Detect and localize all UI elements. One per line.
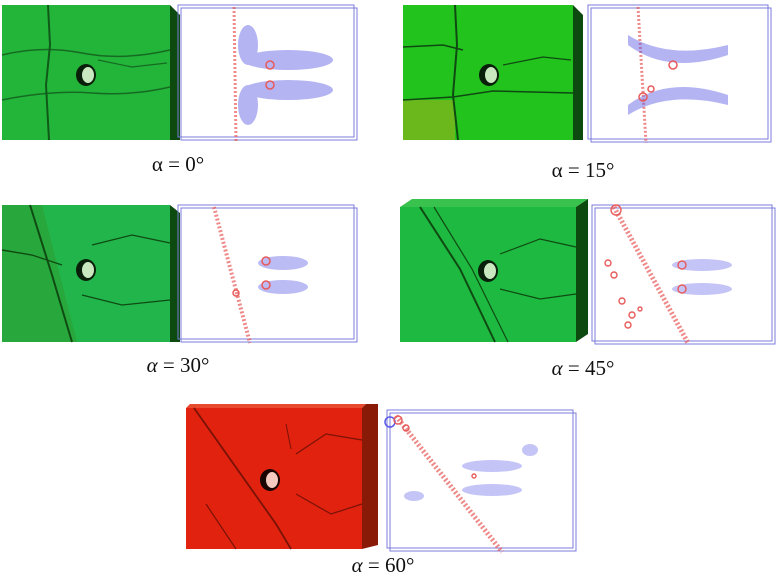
specimen-block-alpha-30 bbox=[1, 204, 180, 343]
angle-value: 0° bbox=[185, 152, 205, 176]
specimen-block-alpha-45 bbox=[400, 199, 588, 343]
alpha-symbol: α bbox=[351, 553, 363, 577]
model-frame bbox=[180, 7, 358, 141]
model-frame bbox=[594, 207, 776, 345]
specimen-block-alpha-0 bbox=[1, 4, 180, 141]
angle-value: 15° bbox=[584, 158, 615, 182]
alpha-symbol: α bbox=[146, 353, 158, 377]
equals-sign: = bbox=[562, 158, 585, 182]
angle-value: 30° bbox=[179, 353, 210, 377]
crack-scatter-alpha-0 bbox=[177, 4, 358, 142]
caption-alpha-45: α = 45° bbox=[523, 356, 643, 381]
tensile-crack-cluster bbox=[628, 35, 728, 115]
alpha-symbol: α bbox=[551, 158, 563, 182]
shear-crack-cluster bbox=[393, 415, 477, 479]
crack-scatter-alpha-45 bbox=[591, 204, 776, 345]
angle-value: 45° bbox=[584, 356, 615, 380]
alpha-symbol: α bbox=[151, 152, 163, 176]
shear-crack-cluster bbox=[232, 256, 271, 297]
caption-alpha-0: α = 0° bbox=[118, 152, 238, 177]
tensile-crack-cluster bbox=[672, 259, 732, 295]
crack-scatter-alpha-30 bbox=[177, 204, 358, 344]
equals-sign: = bbox=[362, 553, 385, 577]
crack-scatter-alpha-60 bbox=[384, 409, 577, 554]
shear-crack-cluster bbox=[638, 60, 678, 102]
specimen-block-alpha-60 bbox=[186, 404, 378, 550]
equals-sign: = bbox=[162, 152, 186, 176]
model-frame bbox=[180, 207, 358, 343]
alpha-symbol: α bbox=[551, 356, 563, 380]
caption-alpha-60: α = 60° bbox=[323, 553, 443, 578]
crack-scatter-alpha-15 bbox=[587, 4, 772, 144]
angle-value: 60° bbox=[384, 553, 415, 577]
equals-sign: = bbox=[562, 356, 585, 380]
specimen-block-alpha-15 bbox=[402, 4, 583, 141]
caption-alpha-30: α = 30° bbox=[118, 353, 238, 378]
model-frame bbox=[590, 7, 772, 143]
shear-crack-cluster bbox=[604, 204, 687, 329]
shear-crack-cluster bbox=[265, 60, 275, 90]
equals-sign: = bbox=[157, 353, 180, 377]
tensile-crack-cluster bbox=[404, 444, 538, 501]
tensile-crack-cluster bbox=[238, 25, 333, 125]
model-frame bbox=[389, 412, 577, 552]
caption-alpha-15: α = 15° bbox=[523, 158, 643, 183]
